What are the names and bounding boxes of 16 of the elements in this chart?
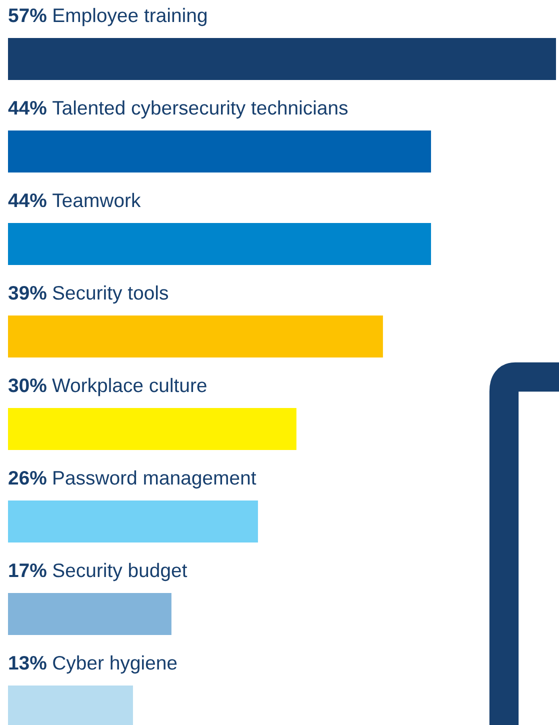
y-tick-label: Security tools [52,285,168,304]
data-label: 26% [8,470,46,485]
y-tick-label: Talented cybersecurity technicians [52,100,348,119]
y-tick-label: Workplace culture [52,378,206,396]
data-label: 13% [9,656,46,670]
y-tick-label: Password management [54,470,256,489]
y-tick-label: Cyber hygiene [53,655,177,674]
data-label: 30% [8,378,46,392]
data-label: 39% [8,286,46,300]
data-label: 57% [8,8,46,22]
y-tick-label: Teamwork [52,192,141,208]
data-label: 44% [8,194,46,208]
data-label: 17% [9,564,46,578]
y-tick-label: Employee training [54,8,207,26]
data-label: 44% [8,101,46,115]
y-tick-label: Security budget [53,562,188,582]
